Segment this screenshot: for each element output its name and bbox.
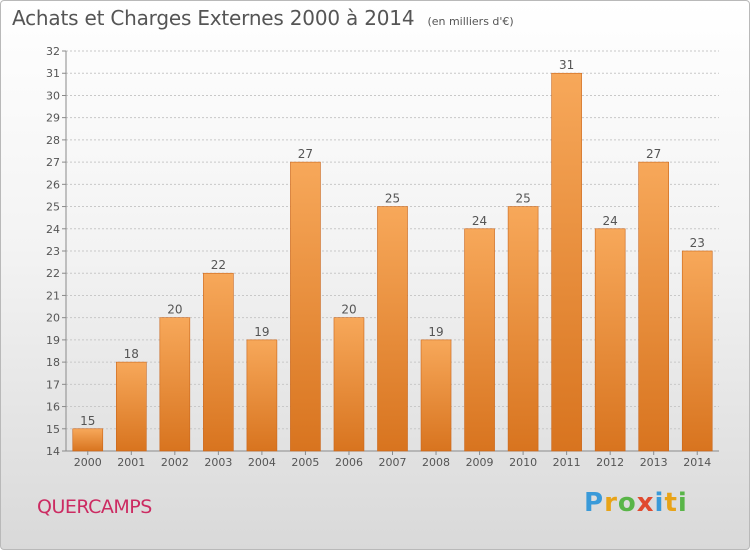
bar-2013 <box>638 161 670 452</box>
data-label-2000: 15 <box>80 414 95 428</box>
y-tick-label: 14 <box>46 445 60 458</box>
x-tick-labels: 2000 2001 2002 2003 2004 2005 2006 2007 2008 2009… <box>74 451 711 469</box>
data-label-2005: 27 <box>298 147 313 161</box>
data-label-2008: 19 <box>428 325 443 339</box>
y-tick-label: 17 <box>46 378 60 391</box>
data-labels: 15 18 20 22 19 27 20 25 19 24 25 31 24 27 23 <box>80 58 705 428</box>
chart-title-block: Achats et Charges Externes 2000 à 2014 (… <box>12 6 514 30</box>
chart-title: Achats et Charges Externes 2000 à 2014 <box>12 6 415 30</box>
x-tick-label-2014: 2014 <box>683 456 711 469</box>
data-label-2009: 24 <box>472 214 487 228</box>
y-tick-labels: 14 15 16 17 18 19 20 21 22 23 24 25 26 27 28 29 30 31 32 <box>46 45 66 458</box>
bar-2002 <box>159 317 191 452</box>
bar-2010 <box>507 206 539 452</box>
y-tick-label: 23 <box>46 245 60 258</box>
x-tick-label-2009: 2009 <box>466 456 494 469</box>
y-tick-label: 19 <box>46 334 60 347</box>
x-tick-label-2008: 2008 <box>422 456 450 469</box>
chart-subtitle: (en milliers d'€) <box>427 15 514 28</box>
bar-2011 <box>551 72 582 452</box>
x-tick-label-2010: 2010 <box>509 456 537 469</box>
data-label-2007: 25 <box>385 192 400 206</box>
y-tick-label: 20 <box>46 312 60 325</box>
y-tick-label: 18 <box>46 356 60 369</box>
data-label-2010: 25 <box>515 192 530 206</box>
bar-2003 <box>203 272 234 452</box>
bar-2001 <box>116 361 147 452</box>
data-label-2002: 20 <box>167 303 182 317</box>
logo-letter: P <box>584 488 605 518</box>
data-label-2014: 23 <box>690 236 705 250</box>
y-tick-label: 31 <box>46 67 60 80</box>
logo-letter: i <box>677 488 688 518</box>
y-tick-label: 25 <box>46 201 60 214</box>
x-tick-label-2013: 2013 <box>640 456 668 469</box>
logo-letter: x <box>636 488 655 518</box>
y-tick-label: 27 <box>46 156 60 169</box>
data-label-2001: 18 <box>124 347 139 361</box>
x-tick-label-2004: 2004 <box>248 456 276 469</box>
bar-2008 <box>420 339 452 452</box>
x-tick-label-2005: 2005 <box>291 456 319 469</box>
x-tick-label-2011: 2011 <box>553 456 581 469</box>
x-tick-label-2003: 2003 <box>204 456 232 469</box>
y-tick-label: 24 <box>46 223 60 236</box>
bar-2006 <box>333 317 365 452</box>
bar-2004 <box>246 339 278 452</box>
logo-letter: o <box>617 488 637 518</box>
logo-letter: t <box>664 488 678 518</box>
y-tick-label: 32 <box>46 45 60 58</box>
bars <box>72 72 713 452</box>
data-label-2012: 24 <box>603 214 618 228</box>
bar-2005 <box>290 161 321 452</box>
y-tick-label: 15 <box>46 423 60 436</box>
x-tick-label-2006: 2006 <box>335 456 363 469</box>
data-label-2011: 31 <box>559 58 574 72</box>
y-tick-label: 30 <box>46 89 60 102</box>
bar-2000 <box>72 428 104 452</box>
commune-name: QUERCAMPS <box>37 496 152 518</box>
x-tick-label-2001: 2001 <box>117 456 145 469</box>
y-tick-label: 22 <box>46 267 60 280</box>
data-label-2013: 27 <box>646 147 661 161</box>
y-tick-label: 16 <box>46 401 60 414</box>
data-label-2003: 22 <box>211 258 226 272</box>
proxiti-logo: Proxiti <box>584 488 688 518</box>
data-label-2006: 20 <box>341 303 356 317</box>
y-tick-label: 21 <box>46 289 60 302</box>
x-tick-label-2012: 2012 <box>596 456 624 469</box>
data-label-2004: 19 <box>254 325 269 339</box>
x-tick-label-2000: 2000 <box>74 456 102 469</box>
x-tick-label-2002: 2002 <box>161 456 189 469</box>
logo-letter: i <box>654 488 665 518</box>
x-tick-label-2007: 2007 <box>379 456 407 469</box>
y-tick-label: 29 <box>46 112 60 125</box>
bar-2007 <box>377 206 408 452</box>
logo-letter: r <box>604 488 618 518</box>
bar-2012 <box>594 228 626 452</box>
bar-2014 <box>681 250 713 452</box>
y-tick-label: 28 <box>46 134 60 147</box>
bar-2009 <box>464 228 495 452</box>
y-tick-label: 26 <box>46 178 60 191</box>
